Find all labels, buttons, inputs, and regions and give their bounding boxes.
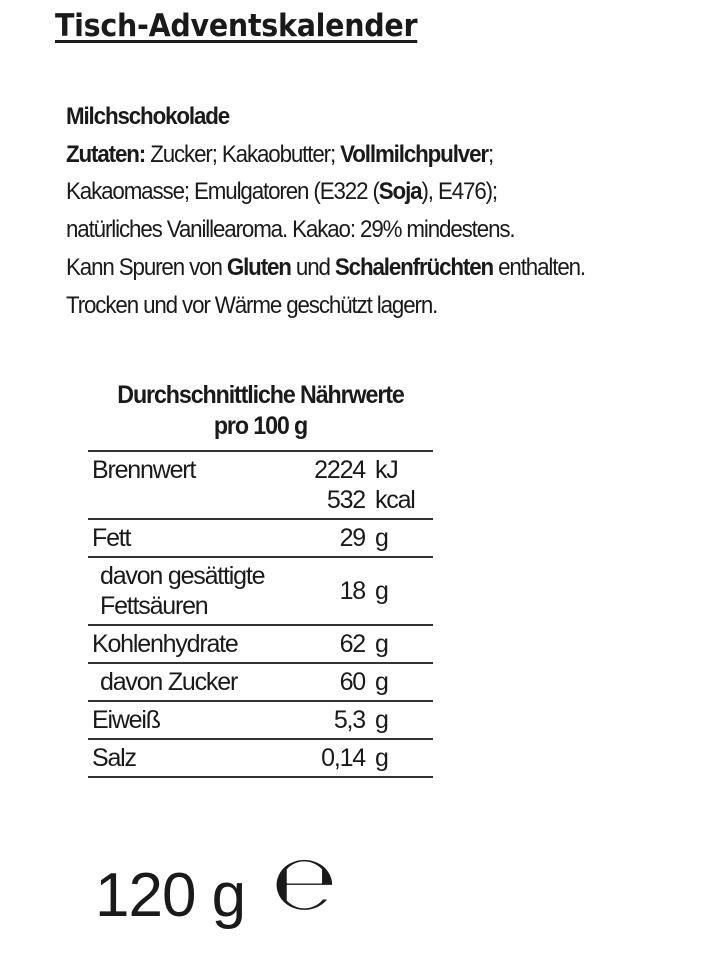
ingredients-block: Milchschokolade Zutaten: Zucker; Kakaobu… — [66, 98, 586, 324]
row-unit: g — [375, 668, 389, 696]
net-weight: 120 g — [95, 861, 246, 930]
traces-text: und — [290, 253, 335, 281]
table-row: Eiweiß 5,3 g — [88, 702, 433, 740]
row-label: Brennwert — [92, 456, 196, 484]
row-value: 0,14 — [321, 744, 366, 772]
table-row: Fett 29 g — [88, 520, 433, 558]
table-row: Kohlenhydrate 62 g — [88, 626, 433, 664]
table-row: davon gesättigte Fettsäuren 18 g — [88, 558, 433, 626]
table-row: Brennwert 2224 kJ 532 kcal — [88, 450, 433, 520]
row-label: davon Zucker — [100, 668, 238, 696]
row-label: Fett — [92, 524, 131, 552]
page-title: Tisch-Adventskalender — [55, 8, 418, 44]
traces-text: Kann Spuren von — [66, 253, 227, 281]
row-label: Eiweiß — [92, 706, 161, 734]
row-value: 62 — [339, 630, 367, 658]
ingredients-text: natürliches Vanillearoma. Kakao: 29% min… — [66, 216, 516, 244]
row-label: Fettsäuren — [100, 592, 209, 620]
allergen: Gluten — [226, 253, 292, 281]
ingredients-text: ; — [487, 140, 494, 168]
row-value: 532 — [326, 486, 366, 514]
estimated-sign-icon: ℮ — [272, 838, 337, 927]
allergen: Schalenfrüchten — [334, 253, 494, 281]
row-value: 5,3 — [333, 706, 366, 734]
row-value: 60 — [339, 668, 367, 696]
row-value: 29 — [339, 524, 367, 552]
traces-text: enthalten. — [493, 253, 586, 281]
row-label: Salz — [92, 744, 137, 772]
row-unit: g — [375, 744, 389, 772]
storage-text: Trocken und vor Wärme geschützt lagern. — [66, 291, 438, 319]
table-row: Salz 0,14 g — [88, 740, 433, 778]
nutrition-heading: Durchschnittliche Nährwerte — [117, 381, 405, 409]
table-row: davon Zucker 60 g — [88, 664, 433, 702]
row-unit: kJ — [375, 456, 399, 484]
allergen: Vollmilchpulver — [340, 140, 489, 168]
nutrition-table: Durchschnittliche Nährwerte pro 100 g Br… — [88, 380, 433, 778]
row-label: davon gesättigte — [100, 562, 265, 590]
nutrition-subheading: pro 100 g — [213, 412, 308, 440]
ingredients-text: Kakaomasse; Emulgatoren (E322 ( — [66, 178, 380, 206]
ingredients-label: Zutaten: — [66, 140, 146, 168]
ingredients-text: Zucker; Kakaobutter; — [145, 140, 341, 168]
row-value: 18 — [339, 577, 367, 605]
row-unit: g — [375, 577, 389, 605]
row-unit: g — [375, 524, 389, 552]
row-unit: g — [375, 630, 389, 658]
row-unit: kcal — [375, 486, 416, 514]
row-unit: g — [375, 706, 389, 734]
ingredients-text: ), E476); — [421, 178, 498, 206]
row-value: 2224 — [314, 456, 366, 484]
allergen: Soja — [378, 178, 423, 206]
product-name: Milchschokolade — [66, 103, 230, 130]
row-label: Kohlenhydrate — [92, 630, 239, 658]
